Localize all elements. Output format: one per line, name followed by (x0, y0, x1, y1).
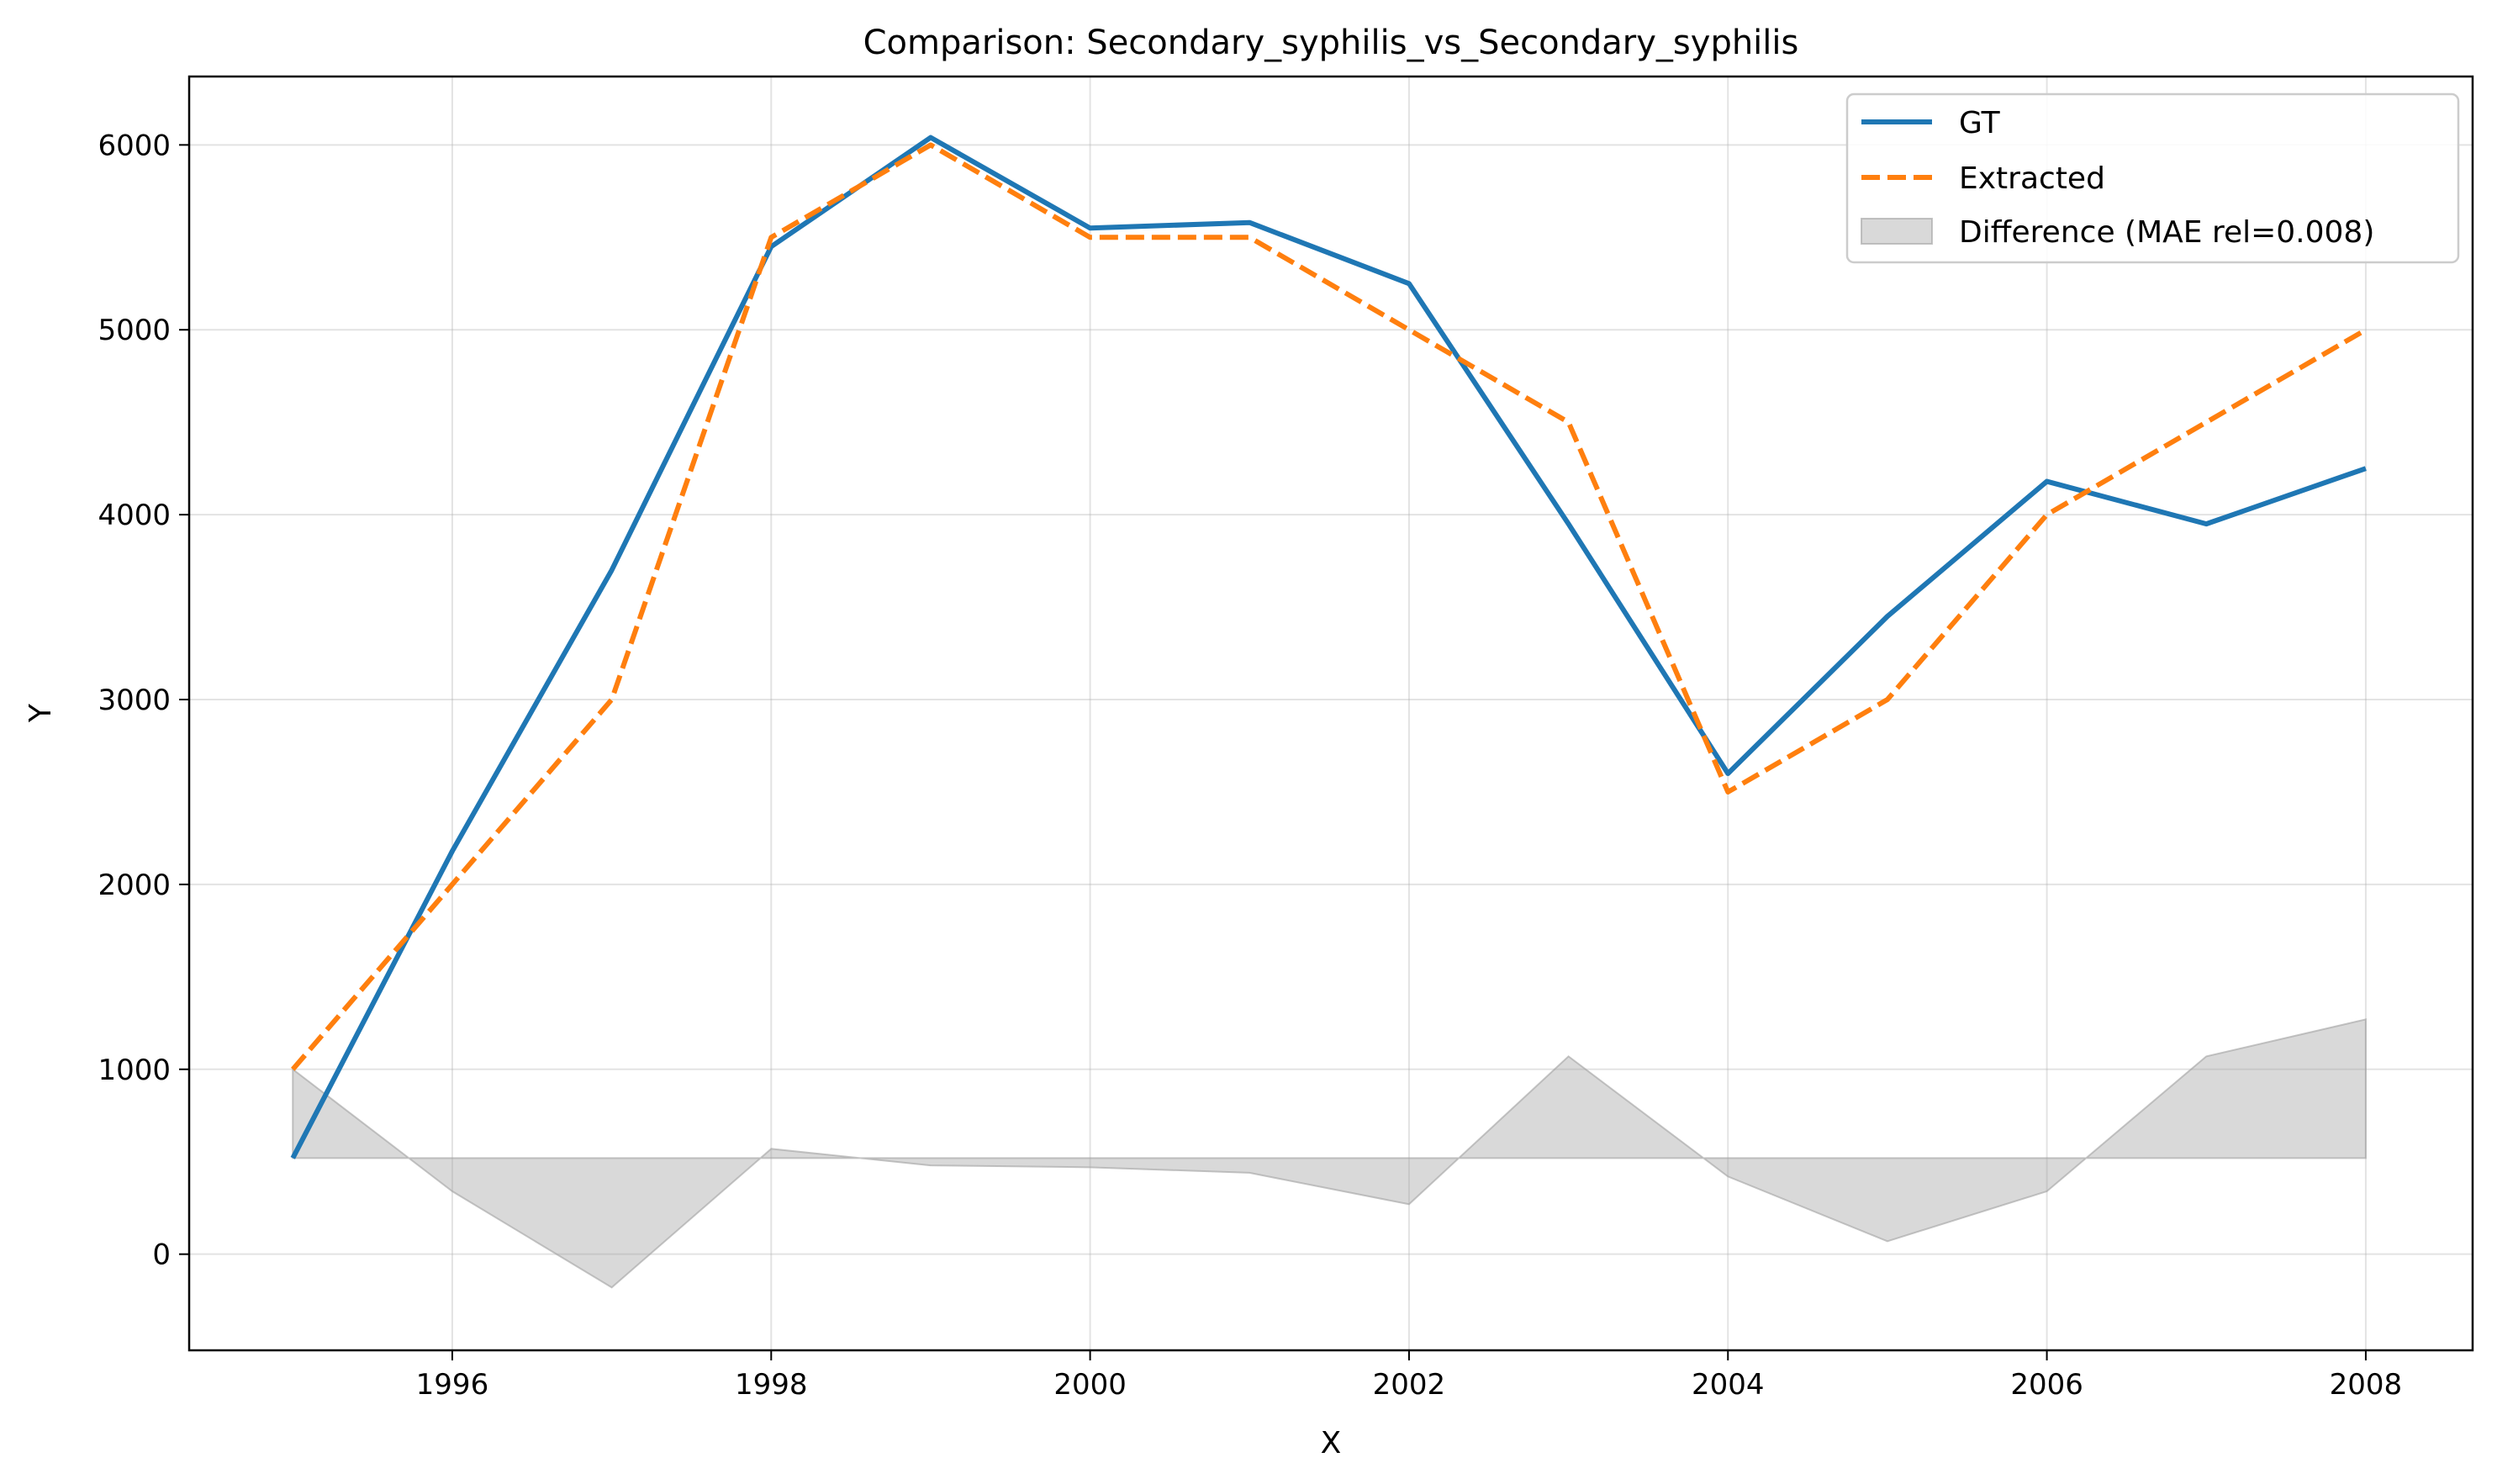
x-tick-label-2000: 2000 (1053, 1368, 1127, 1402)
axis-ticks: 1996 1998 2000 2002 2004 2006 2008 0 1000 2000 300… (98, 129, 2402, 1402)
y-tick-label-0: 0 (152, 1238, 171, 1272)
x-tick-label-1996: 1996 (416, 1368, 489, 1402)
x-tick-label-2002: 2002 (1373, 1368, 1446, 1402)
y-axis-label: Y (24, 703, 58, 723)
x-tick-label-2008: 2008 (2330, 1368, 2403, 1402)
legend-label-difference: Difference (MAE rel=0.008) (1959, 215, 2374, 250)
x-tick-label-2004: 2004 (1692, 1368, 1765, 1402)
x-tick-label-1998: 1998 (735, 1368, 808, 1402)
x-tick-label-2006: 2006 (2010, 1368, 2083, 1402)
series-lines (290, 135, 2368, 1159)
legend-box (1845, 92, 2460, 264)
y-tick-label-1000: 1000 (98, 1054, 171, 1087)
difference-fill (292, 1018, 2367, 1289)
chart-title: Comparison: Secondary_syphilis_vs_Second… (863, 24, 1799, 62)
plot-frame (187, 75, 2474, 1352)
y-tick-label-5000: 5000 (98, 314, 171, 347)
grid (189, 77, 2473, 1350)
legend-swatch-difference (1861, 218, 1933, 245)
x-axis-label: X (1321, 1426, 1342, 1460)
y-tick-label-4000: 4000 (98, 499, 171, 532)
series-line-extracted (291, 142, 2368, 1071)
y-tick-label-2000: 2000 (98, 869, 171, 902)
legend: GT Extracted Difference (MAE rel=0.008) (1845, 92, 2460, 264)
y-tick-label-3000: 3000 (98, 684, 171, 717)
legend-label-extracted: Extracted (1959, 161, 2105, 196)
series-line-gt (290, 135, 2367, 1159)
legend-label-gt: GT (1959, 106, 2001, 140)
y-tick-label-6000: 6000 (98, 129, 171, 162)
difference-area (292, 1018, 2367, 1289)
